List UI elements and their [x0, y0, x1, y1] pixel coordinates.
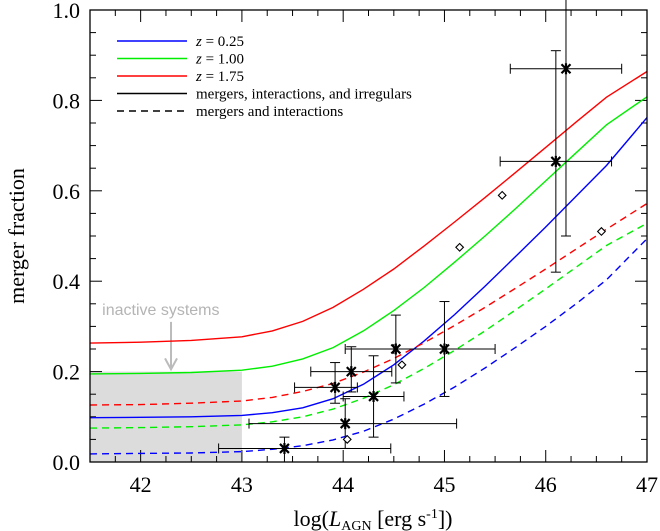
data-point-star [279, 442, 290, 454]
legend-label: mergers and interactions [196, 104, 343, 120]
y-tick-label: 0.2 [53, 360, 81, 385]
data-point-diamond [497, 190, 507, 200]
x-tick-label: 43 [231, 472, 253, 497]
y-tick-label: 0.8 [53, 88, 81, 113]
inactive-arrow-head [164, 357, 178, 372]
data-point-diamond [342, 434, 352, 444]
legend-label: mergers, interactions, and irregulars [196, 87, 412, 103]
dashed-model-line [89, 202, 648, 406]
y-tick-label: 0.4 [53, 269, 81, 294]
y-axis-title: merger fraction [4, 168, 29, 304]
y-tick-label: 0.6 [53, 179, 81, 204]
x-axis-title-sup: -1 [426, 507, 438, 522]
data-point-star [550, 155, 562, 167]
legend: z = 0.25 z = 1.00z = 1.75 mergers, interac… [117, 34, 412, 120]
data-point-star [439, 343, 450, 355]
data-point-star [368, 390, 379, 402]
dashed-model-line [89, 238, 648, 455]
x-tick-label: 46 [535, 472, 557, 497]
x-axis-title-L: L [328, 506, 341, 531]
x-axis-title-units: [erg s [372, 506, 427, 531]
x-tick-label: 47 [636, 472, 658, 497]
data-point-star [329, 381, 341, 393]
x-tick-label: 45 [433, 472, 455, 497]
x-axis-title-close: ]) [438, 506, 453, 531]
x-axis-title: log(LAGN [erg s-1]) [294, 506, 453, 531]
legend-label: z = 0.25 [195, 34, 244, 50]
data-point-diamond [397, 360, 407, 370]
x-tick-label: 42 [130, 472, 152, 497]
dashed-model-line [89, 222, 648, 429]
inactive-systems-label: inactive systems [102, 302, 219, 319]
x-axis-title-sub: AGN [341, 519, 371, 531]
data-point-diamond [596, 226, 607, 237]
y-tick-label: 0.0 [53, 450, 81, 475]
data-point-diamond [455, 242, 465, 252]
data-point-star [339, 418, 351, 430]
legend-label: z = 1.75 [195, 69, 244, 85]
legend-label: z = 1.00 [195, 52, 244, 68]
data-point-star [346, 366, 357, 378]
x-tick-label: 44 [332, 472, 354, 497]
x-axis-title-prefix: log( [294, 506, 329, 531]
data-point-star [560, 63, 572, 75]
plot-frame [89, 9, 648, 463]
y-tick-label: 1.0 [53, 0, 81, 23]
